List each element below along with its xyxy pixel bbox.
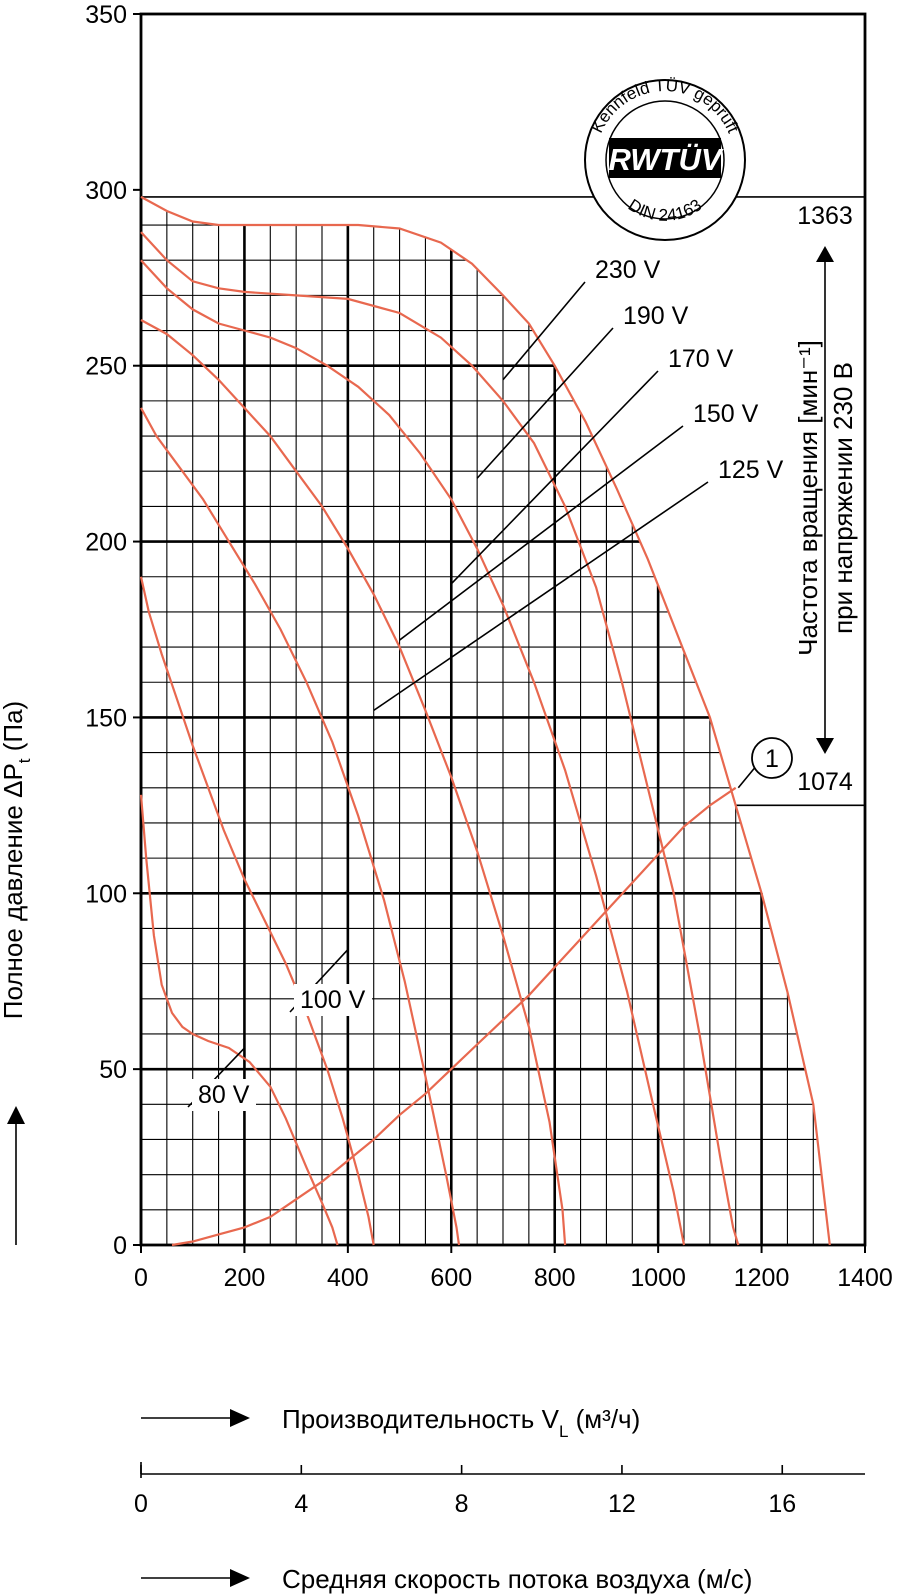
x2-tick-label: 12 — [608, 1490, 636, 1518]
speed-label-line2: при напряжении 230 В — [828, 362, 858, 634]
series-line-80v — [139, 794, 339, 1246]
x-tick-label: 1200 — [734, 1264, 790, 1292]
plot-border — [139, 12, 867, 1247]
x-tick-label: 400 — [327, 1264, 369, 1292]
x-tick-label: 1400 — [837, 1264, 893, 1292]
y-axis-title: Полное давление ΔPt (Па) — [0, 701, 34, 1019]
series-label: 80 V — [198, 1081, 250, 1109]
velocity-axis: 0 4 8 12 16 — [134, 1462, 865, 1518]
x-tick-label: 0 — [134, 1264, 148, 1292]
series-label: 100 V — [300, 986, 366, 1014]
annotation-background — [589, 254, 667, 286]
plot-frame — [139, 12, 867, 1247]
y-tick-label: 350 — [85, 1, 127, 29]
x2-axis-title: Средняя скорость потока воздуха (м/с) — [282, 1564, 752, 1594]
operating-point-marker — [751, 737, 793, 779]
series-line-190v — [140, 231, 740, 1246]
upper-speed-label: 1363 — [797, 202, 853, 230]
curves — [139, 195, 831, 1247]
annotation-leader — [737, 764, 758, 789]
tick-labels: 0 200 400 600 800 1000 1200 1400 0 50 100 150 200 250… — [85, 1, 893, 1292]
operating-point-label: 1 — [765, 745, 779, 773]
x-tick-label: 200 — [224, 1264, 266, 1292]
series-label: 230 V — [595, 256, 661, 284]
y-tick-label: 0 — [113, 1232, 127, 1260]
annotation-background — [662, 343, 740, 375]
arrow-up-icon — [816, 246, 834, 262]
annotation-background — [192, 1079, 256, 1111]
x2-tick-label: 4 — [294, 1490, 308, 1518]
x2-tick-label: 8 — [455, 1490, 469, 1518]
series-line-1 — [171, 786, 737, 1247]
series-line-150v — [140, 319, 567, 1246]
rotation-speed-axis: 1363 1074 Частота вращения [мин⁻¹] при н… — [793, 202, 858, 796]
y-tick-label: 150 — [85, 704, 127, 732]
x2-tick-label: 16 — [768, 1490, 796, 1518]
arrow-right-icon — [230, 1569, 250, 1587]
series-line-170v — [140, 259, 686, 1246]
annotation-background — [712, 454, 790, 486]
logo-brand-text: RWTÜV — [608, 142, 723, 177]
series-label: 190 V — [623, 302, 689, 330]
y-tick-label: 250 — [85, 353, 127, 381]
series-label: 150 V — [693, 400, 759, 428]
arrow-up-icon — [7, 1106, 25, 1124]
y-tick-label: 50 — [99, 1056, 127, 1084]
y-tick-label: 300 — [85, 177, 127, 205]
rwtuv-logo: Kennfeld TÜV geprüft DIN 24163 RWTÜV — [584, 76, 746, 241]
annotation-leader — [476, 327, 614, 479]
annotation-leader — [373, 481, 709, 712]
series-label: 170 V — [668, 345, 734, 373]
series-line-100v — [139, 576, 375, 1246]
lower-speed-label: 1074 — [797, 768, 853, 796]
series-label: 125 V — [718, 456, 784, 484]
annotation-leader — [450, 370, 659, 585]
series-line-125v — [140, 407, 461, 1246]
annotation-background — [687, 398, 765, 430]
annotation-background — [617, 300, 695, 332]
y-tick-label: 100 — [85, 880, 127, 908]
arrow-down-icon — [816, 738, 834, 754]
x-tick-label: 800 — [534, 1264, 576, 1292]
arrow-right-icon — [230, 1409, 250, 1427]
annotation-leader — [502, 281, 586, 381]
speed-label-line1: Частота вращения [мин⁻¹] — [793, 340, 823, 656]
annotation-leader — [399, 425, 684, 641]
annotation-background — [294, 984, 372, 1016]
y-tick-label: 200 — [85, 529, 127, 557]
series-line-230v — [140, 195, 831, 1246]
annotations: 230 V 190 V 170 V 150 V 125 V 100 V 80 V 1 — [187, 254, 793, 1111]
x-tick-label: 1000 — [630, 1264, 686, 1292]
x-axis-title: Производительность VL (м³/ч) — [282, 1404, 640, 1441]
x-tick-label: 600 — [430, 1264, 472, 1292]
x2-tick-label: 0 — [134, 1490, 148, 1518]
